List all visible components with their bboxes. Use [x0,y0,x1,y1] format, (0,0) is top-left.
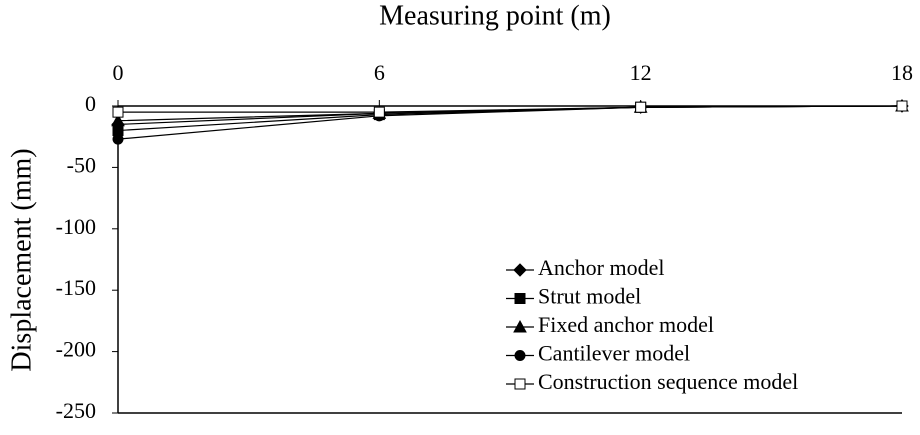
marker [373,106,385,118]
x-axis-label: Measuring point (m) [379,0,611,31]
y-tick-label: -150 [56,275,96,300]
series-line [117,105,903,140]
marker [635,101,647,113]
legend-marker [513,319,527,333]
marker [112,106,124,118]
series-line [117,105,903,126]
y-axis-label: Displacement (mm) [6,148,37,371]
legend-marker [513,263,527,277]
legend-label: Anchor model [538,255,664,280]
legend-marker [514,293,526,304]
y-tick-label: -250 [56,398,96,423]
marker [112,133,124,145]
legend-label: Cantilever model [538,341,690,366]
marker [896,100,908,112]
legend-label: Strut model [538,284,641,309]
x-tick-label: 0 [113,60,124,85]
legend-label: Construction sequence model [538,369,798,394]
y-tick-label: -50 [67,152,96,177]
legend-marker [514,378,526,390]
series-line [118,105,903,113]
x-tick-label: 18 [891,60,913,85]
y-tick-label: -100 [56,214,96,239]
x-tick-label: 6 [374,60,385,85]
series-line [117,105,903,122]
marker [111,113,125,127]
x-tick-label: 12 [630,60,652,85]
legend-label: Fixed anchor model [538,312,714,337]
y-tick-label: 0 [85,91,96,116]
legend-marker [514,350,526,361]
y-tick-label: -200 [56,337,96,362]
